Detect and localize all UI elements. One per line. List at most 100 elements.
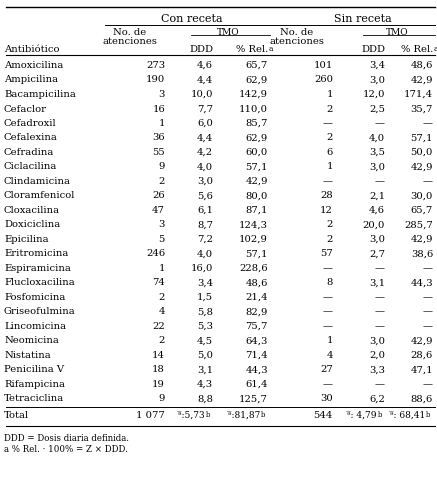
Text: —: — (423, 119, 433, 128)
Text: 64,3: 64,3 (246, 336, 268, 345)
Text: 9: 9 (159, 162, 165, 171)
Text: Ciclacilina: Ciclacilina (4, 162, 57, 171)
Text: % Rel.: % Rel. (236, 45, 268, 54)
Text: 87,1: 87,1 (246, 205, 268, 215)
Text: 4,3: 4,3 (197, 379, 213, 388)
Text: 44,3: 44,3 (410, 278, 433, 287)
Text: —: — (423, 379, 433, 388)
Text: Cloramfenicol: Cloramfenicol (4, 191, 75, 200)
Text: Bacampicilina: Bacampicilina (4, 90, 76, 99)
Text: 74: 74 (152, 278, 165, 287)
Text: 4: 4 (159, 307, 165, 316)
Text: 42,9: 42,9 (410, 162, 433, 171)
Text: 62,9: 62,9 (246, 75, 268, 84)
Text: 6,1: 6,1 (197, 205, 213, 215)
Text: 544: 544 (314, 410, 333, 419)
Text: Antibiótico: Antibiótico (4, 45, 59, 54)
Text: 61,4: 61,4 (246, 379, 268, 388)
Text: 85,7: 85,7 (246, 119, 268, 128)
Text: —: — (375, 119, 385, 128)
Text: 5,3: 5,3 (197, 321, 213, 330)
Text: 42,9: 42,9 (410, 75, 433, 84)
Text: —: — (323, 264, 333, 273)
Text: 50,0: 50,0 (411, 148, 433, 156)
Text: 3,4: 3,4 (197, 278, 213, 287)
Text: 3,3: 3,3 (369, 365, 385, 374)
Text: ᵊ̅: 4,79: ᵊ̅: 4,79 (347, 410, 377, 419)
Text: 5: 5 (159, 235, 165, 243)
Text: —: — (423, 177, 433, 186)
Text: Espiramicina: Espiramicina (4, 264, 71, 273)
Text: Neomicina: Neomicina (4, 336, 59, 345)
Text: atenciones: atenciones (103, 37, 157, 46)
Text: 3,1: 3,1 (197, 365, 213, 374)
Text: 65,7: 65,7 (246, 61, 268, 70)
Text: Cefadroxil: Cefadroxil (4, 119, 57, 128)
Text: 2: 2 (159, 292, 165, 301)
Text: 2,7: 2,7 (369, 249, 385, 258)
Text: 246: 246 (146, 249, 165, 258)
Text: 4,2: 4,2 (197, 148, 213, 156)
Text: 1: 1 (326, 162, 333, 171)
Text: 42,9: 42,9 (410, 235, 433, 243)
Text: 7,2: 7,2 (197, 235, 213, 243)
Text: Penicilina V: Penicilina V (4, 365, 64, 374)
Text: 5,0: 5,0 (197, 350, 213, 359)
Text: 3,0: 3,0 (369, 336, 385, 345)
Text: 16: 16 (152, 104, 165, 113)
Text: 1: 1 (326, 336, 333, 345)
Text: 38,6: 38,6 (411, 249, 433, 258)
Text: 1: 1 (326, 90, 333, 99)
Text: 27: 27 (320, 365, 333, 374)
Text: 2: 2 (326, 133, 333, 142)
Text: —: — (375, 379, 385, 388)
Text: —: — (423, 321, 433, 330)
Text: 48,6: 48,6 (246, 278, 268, 287)
Text: 8: 8 (326, 278, 333, 287)
Text: —: — (323, 177, 333, 186)
Text: 190: 190 (146, 75, 165, 84)
Text: 55: 55 (152, 148, 165, 156)
Text: Amoxicilina: Amoxicilina (4, 61, 63, 70)
Text: 88,6: 88,6 (411, 394, 433, 403)
Text: 57,1: 57,1 (246, 249, 268, 258)
Text: a: a (434, 45, 437, 53)
Text: DDD: DDD (361, 45, 385, 54)
Text: 80,0: 80,0 (246, 191, 268, 200)
Text: 1: 1 (159, 264, 165, 273)
Text: 20,0: 20,0 (363, 220, 385, 229)
Text: 57,1: 57,1 (410, 133, 433, 142)
Text: 60,0: 60,0 (246, 148, 268, 156)
Text: 4,4: 4,4 (197, 75, 213, 84)
Text: a: a (269, 45, 274, 53)
Text: 19: 19 (152, 379, 165, 388)
Text: 62,9: 62,9 (246, 133, 268, 142)
Text: 35,7: 35,7 (411, 104, 433, 113)
Text: 3,0: 3,0 (369, 162, 385, 171)
Text: 285,7: 285,7 (404, 220, 433, 229)
Text: 125,7: 125,7 (239, 394, 268, 403)
Text: 110,0: 110,0 (239, 104, 268, 113)
Text: % Rel.: % Rel. (401, 45, 433, 54)
Text: Cefradina: Cefradina (4, 148, 54, 156)
Text: Rifampicina: Rifampicina (4, 379, 65, 388)
Text: Cefalexina: Cefalexina (4, 133, 58, 142)
Text: —: — (423, 307, 433, 316)
Text: —: — (375, 321, 385, 330)
Text: 3,0: 3,0 (197, 177, 213, 186)
Text: 47,1: 47,1 (410, 365, 433, 374)
Text: —: — (323, 321, 333, 330)
Text: 3,5: 3,5 (369, 148, 385, 156)
Text: DDD: DDD (189, 45, 213, 54)
Text: 3,4: 3,4 (369, 61, 385, 70)
Text: 2,1: 2,1 (369, 191, 385, 200)
Text: Ampicilina: Ampicilina (4, 75, 58, 84)
Text: 1: 1 (159, 119, 165, 128)
Text: 4,4: 4,4 (197, 133, 213, 142)
Text: 71,4: 71,4 (245, 350, 268, 359)
Text: 4,0: 4,0 (197, 162, 213, 171)
Text: —: — (375, 307, 385, 316)
Text: Con receta: Con receta (161, 14, 222, 24)
Text: 2: 2 (326, 220, 333, 229)
Text: —: — (323, 379, 333, 388)
